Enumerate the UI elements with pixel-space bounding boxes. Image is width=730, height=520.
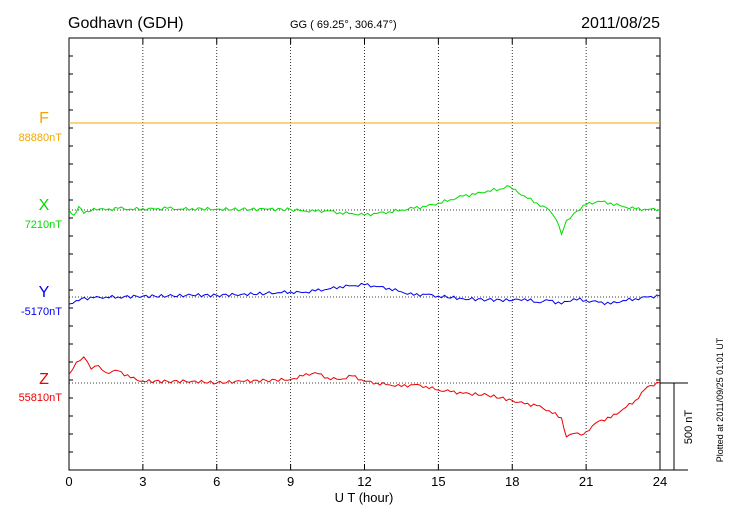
plotted-at-note: Plotted at 2011/09/25 01:01 UT xyxy=(715,337,725,462)
x-tick-label: 0 xyxy=(65,474,72,489)
x-tick-label: 9 xyxy=(287,474,294,489)
x-tick-label: 15 xyxy=(431,474,445,489)
series-name-z: Z xyxy=(39,371,49,388)
series-labels: F 88880nT X 7210nT Y -5170nT Z 55810nT xyxy=(19,110,63,404)
chart-title: Godhavn (GDH) xyxy=(68,15,184,32)
axis-ticks: 0 3 6 9 12 15 18 21 24 xyxy=(65,38,667,489)
chart-date: 2011/08/25 xyxy=(581,15,660,32)
series-baseline-f: 88880nT xyxy=(19,132,63,144)
x-tick-label: 12 xyxy=(357,474,371,489)
series-name-y: Y xyxy=(39,284,50,301)
series-name-f: F xyxy=(39,110,49,127)
x-tick-label: 21 xyxy=(579,474,593,489)
series-lines xyxy=(68,122,661,438)
series-baseline-z: 55810nT xyxy=(19,392,63,404)
series-baseline-y: -5170nT xyxy=(21,306,62,318)
series-line-z xyxy=(68,356,661,438)
series-baseline-x: 7210nT xyxy=(25,219,63,231)
x-axis-label: U T (hour) xyxy=(335,490,394,505)
x-tick-label: 6 xyxy=(213,474,220,489)
grid-lines xyxy=(69,38,660,470)
chart-subtitle: GG ( 69.25°, 306.47°) xyxy=(290,19,397,31)
series-line-y xyxy=(68,282,661,306)
scale-bar-label: 500 nT xyxy=(683,410,695,445)
x-tick-label: 24 xyxy=(653,474,667,489)
x-tick-label: 3 xyxy=(139,474,146,489)
scale-bar: 500 nT xyxy=(660,382,695,471)
x-tick-label: 18 xyxy=(505,474,519,489)
series-line-x xyxy=(68,185,661,236)
series-name-x: X xyxy=(39,197,50,214)
